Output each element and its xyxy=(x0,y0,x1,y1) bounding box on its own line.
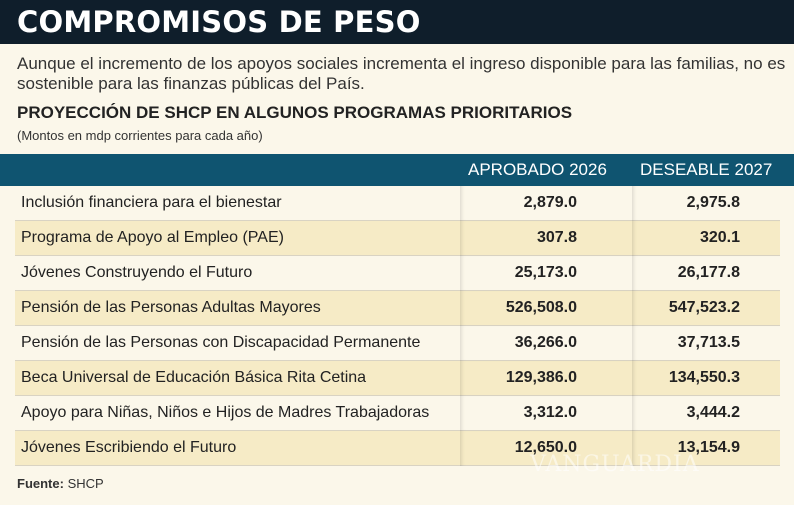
program-name: Inclusión financiera para el bienestar xyxy=(21,194,282,211)
watermark-logo: VANGUARDIA xyxy=(530,452,700,477)
program-name: Apoyo para Niñas, Niños e Hijos de Madre… xyxy=(21,404,430,421)
source-value: SHCP xyxy=(67,476,104,491)
title-bar: COMPROMISOS DE PESO xyxy=(0,0,794,44)
aprobado-2026-value: 129,386.0 xyxy=(460,361,632,396)
source-note: Fuente: SHCP xyxy=(17,476,104,491)
table-row: Inclusión financiera para el bienestar 2,… xyxy=(15,186,780,221)
aprobado-2026-value: 526,508.0 xyxy=(460,291,632,326)
program-name: Pensión de las Personas Adultas Mayores xyxy=(21,299,321,316)
aprobado-2026-value: 12,650.0 xyxy=(460,431,632,466)
column-header-aprobado-2026: APROBADO 2026 xyxy=(468,160,607,179)
deseable-2027-value: 134,550.3 xyxy=(632,361,780,396)
page-title: COMPROMISOS DE PESO xyxy=(17,5,421,39)
table-header: APROBADO 2026 DESEABLE 2027 xyxy=(0,154,794,186)
aprobado-2026-value: 307.8 xyxy=(460,221,632,256)
program-name: Jóvenes Construyendo el Futuro xyxy=(21,264,253,281)
table-row: Jóvenes Escribiendo el Futuro 12,650.0 13,… xyxy=(15,431,780,466)
aprobado-2026-value: 25,173.0 xyxy=(460,256,632,291)
table-row: Programa de Apoyo al Empleo (PAE) 307.8 32… xyxy=(15,221,780,256)
deseable-2027-value: 2,975.8 xyxy=(632,186,780,221)
deseable-2027-value: 547,523.2 xyxy=(632,291,780,326)
table-title: PROYECCIÓN DE SHCP EN ALGUNOS PROGRAMAS … xyxy=(17,103,573,122)
deseable-2027-value: 320.1 xyxy=(632,221,780,256)
program-name: Jóvenes Escribiendo el Futuro xyxy=(21,439,237,456)
program-name: Programa de Apoyo al Empleo (PAE) xyxy=(21,229,284,246)
table-row: Pensión de las Personas Adultas Mayores 5… xyxy=(15,291,780,326)
data-table: APROBADO 2026 DESEABLE 2027 Inclusión fi… xyxy=(0,154,794,466)
program-name: Beca Universal de Educación Básica Rita … xyxy=(21,369,367,386)
aprobado-2026-value: 2,879.0 xyxy=(460,186,632,221)
intro-text: Aunque el incremento de los apoyos socia… xyxy=(17,54,786,93)
column-header-deseable-2027: DESEABLE 2027 xyxy=(640,160,773,179)
deseable-2027-value: 26,177.8 xyxy=(632,256,780,291)
deseable-2027-value: 13,154.9 xyxy=(632,431,780,466)
program-name: Pensión de las Personas con Discapacidad… xyxy=(21,334,421,351)
source-label: Fuente: xyxy=(17,476,64,491)
table-row: Apoyo para Niñas, Niños e Hijos de Madre… xyxy=(15,396,780,431)
table-row: Jóvenes Construyendo el Futuro 25,173.0 26… xyxy=(15,256,780,291)
table-row: Beca Universal de Educación Básica Rita … xyxy=(15,361,780,396)
aprobado-2026-value: 3,312.0 xyxy=(460,396,632,431)
table-row: Pensión de las Personas con Discapacidad… xyxy=(15,326,780,361)
units-note: (Montos en mdp corrientes para cada año) xyxy=(17,128,263,143)
deseable-2027-value: 37,713.5 xyxy=(632,326,780,361)
deseable-2027-value: 3,444.2 xyxy=(632,396,780,431)
aprobado-2026-value: 36,266.0 xyxy=(460,326,632,361)
